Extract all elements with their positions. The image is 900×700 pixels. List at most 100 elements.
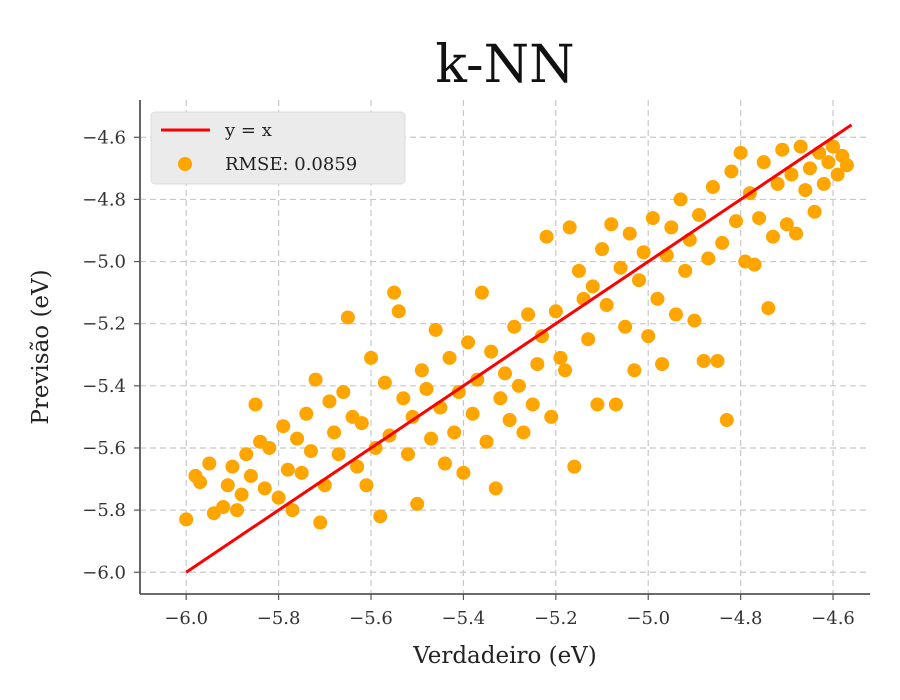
scatter-point xyxy=(678,263,693,278)
scatter-point xyxy=(511,378,526,393)
scatter-point xyxy=(692,207,707,222)
scatter-point xyxy=(271,490,286,505)
scatter-point xyxy=(585,279,600,294)
scatter-point xyxy=(789,226,804,241)
scatter-point xyxy=(234,487,249,502)
y-axis-label: Previsão (eV) xyxy=(28,269,54,424)
scatter-point xyxy=(225,459,240,474)
scatter-point xyxy=(350,459,365,474)
legend-box xyxy=(150,111,406,185)
scatter-point xyxy=(387,285,402,300)
scatter-point xyxy=(701,251,716,266)
y-tick-label: −5.4 xyxy=(82,376,126,397)
y-axis-ticks: −6.0 −5.8 −5.6 −5.4 −5.2 −5.0 −4.8 −4.6 xyxy=(82,127,140,583)
scatter-point xyxy=(216,500,231,515)
y-tick-label: −5.0 xyxy=(82,252,126,273)
scatter-point xyxy=(322,394,337,409)
scatter-point xyxy=(752,211,767,226)
legend-scatter-swatch xyxy=(178,157,192,171)
legend-label-line: y = x xyxy=(224,120,272,141)
scatter-point xyxy=(622,226,637,241)
scatter-point xyxy=(650,291,665,306)
identity-line xyxy=(185,123,853,574)
scatter-point xyxy=(590,397,605,412)
scatter-point xyxy=(756,155,771,170)
scatter-point xyxy=(336,385,351,400)
scatter-point xyxy=(595,242,610,257)
legend-label-scatter: RMSE: 0.0859 xyxy=(225,154,357,175)
scatter-point xyxy=(558,363,573,378)
scatter-point xyxy=(488,481,503,496)
y-tick-label: −5.8 xyxy=(82,500,126,521)
scatter-point xyxy=(548,304,563,319)
scatter-point xyxy=(724,164,739,179)
scatter-point xyxy=(340,310,355,325)
scatter-point xyxy=(377,375,392,390)
scatter-point xyxy=(567,459,582,474)
chart-title: k-NN xyxy=(435,35,574,95)
scatter-point xyxy=(733,145,748,160)
scatter-point xyxy=(414,363,429,378)
scatter-point xyxy=(816,176,831,191)
scatter-point xyxy=(525,397,540,412)
x-tick-label: −5.8 xyxy=(257,608,301,629)
scatter-point xyxy=(179,512,194,527)
scatter-point xyxy=(521,307,536,322)
scatter-point xyxy=(793,139,808,154)
scatter-point xyxy=(710,353,725,368)
scatter-point xyxy=(193,475,208,490)
scatter-point xyxy=(553,350,568,365)
scatter-point xyxy=(705,179,720,194)
scatter-point xyxy=(668,307,683,322)
y-tick-label: −5.6 xyxy=(82,438,126,459)
scatter-point xyxy=(262,440,277,455)
scatter-point xyxy=(456,465,471,480)
scatter-point xyxy=(641,329,656,344)
scatter-point xyxy=(419,381,434,396)
scatter-point xyxy=(313,515,328,530)
y-tick-label: −4.6 xyxy=(82,127,126,148)
reference-line-series xyxy=(185,123,853,574)
scatter-point xyxy=(359,478,374,493)
scatter-point xyxy=(765,229,780,244)
scatter-point xyxy=(618,319,633,334)
scatter-point xyxy=(202,456,217,471)
scatter-point xyxy=(784,167,799,182)
scatter-point xyxy=(516,425,531,440)
x-axis-label: Verdadeiro (eV) xyxy=(412,643,597,669)
scatter-point xyxy=(303,444,318,459)
scatter-point xyxy=(442,350,457,365)
x-tick-label: −5.4 xyxy=(442,608,486,629)
scatter-point xyxy=(368,440,383,455)
scatter-point xyxy=(826,139,841,154)
scatter-point xyxy=(779,217,794,232)
scatter-point xyxy=(534,329,549,344)
scatter-point xyxy=(428,322,443,337)
scatter-point xyxy=(673,192,688,207)
scatter-point xyxy=(447,425,462,440)
scatter-point xyxy=(299,406,314,421)
scatter-point xyxy=(396,391,411,406)
x-tick-label: −5.6 xyxy=(349,608,393,629)
scatter-point xyxy=(544,409,559,424)
scatter-point xyxy=(636,245,651,260)
scatter-point xyxy=(437,456,452,471)
scatter-point xyxy=(484,344,499,359)
y-tick-label: −4.8 xyxy=(82,189,126,210)
x-tick-label: −4.6 xyxy=(811,608,855,629)
scatter-point xyxy=(770,176,785,191)
scatter-series xyxy=(179,139,854,530)
scatter-point xyxy=(627,363,642,378)
scatter-point xyxy=(715,235,730,250)
scatter-point xyxy=(465,406,480,421)
scatter-point xyxy=(373,509,388,524)
y-tick-label: −6.0 xyxy=(82,562,126,583)
scatter-point xyxy=(364,350,379,365)
scatter-point xyxy=(798,183,813,198)
scatter-point xyxy=(729,214,744,229)
scatter-point xyxy=(696,353,711,368)
scatter-point xyxy=(230,503,245,518)
scatter-point xyxy=(400,447,415,462)
scatter-point xyxy=(294,465,309,480)
scatter-point xyxy=(664,220,679,235)
